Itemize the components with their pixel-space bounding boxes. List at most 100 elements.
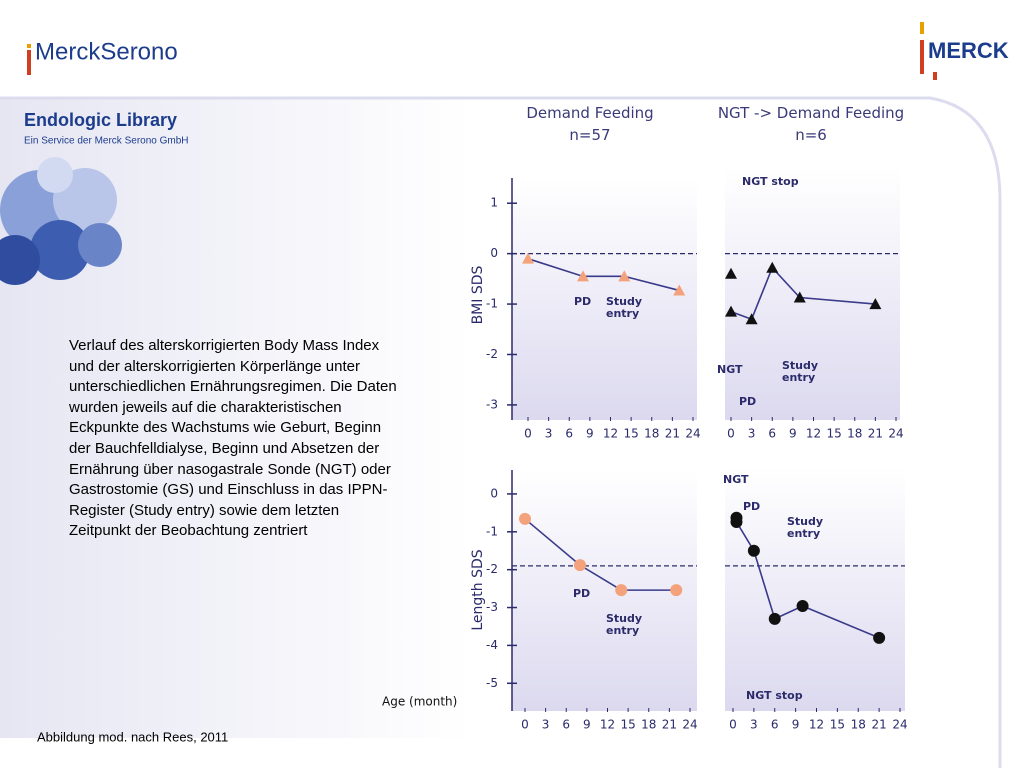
x-tick-label: 15 (826, 427, 841, 441)
x-tick-label: 15 (623, 427, 638, 441)
chart-title: NGT -> Demand Feeding (717, 104, 905, 122)
annotation: NGT stop (742, 175, 799, 188)
plot-bg (725, 168, 900, 420)
x-tick-label: 6 (771, 718, 779, 732)
marker (574, 559, 586, 572)
y-tick-label: -2 (486, 562, 498, 576)
x-tick-label: 3 (545, 427, 553, 441)
x-tick-label: 21 (868, 427, 883, 441)
x-tick-label: 15 (830, 718, 845, 732)
x-tick-label: 9 (583, 718, 591, 732)
x-tick-label: 15 (620, 718, 635, 732)
y-tick-label: -1 (486, 524, 498, 538)
annotation: PD (743, 500, 761, 513)
x-tick-label: 9 (789, 427, 797, 441)
y-tick-label: -4 (486, 638, 498, 652)
x-tick-label: 18 (847, 427, 862, 441)
sidebar-subtitle: Ein Service der Merck Serono GmbH (24, 136, 189, 147)
x-tick-label: 24 (892, 718, 907, 732)
y-tick-label: -3 (486, 397, 498, 411)
logo-left: MerckSerono (35, 38, 178, 65)
x-tick-label: 24 (682, 718, 697, 732)
chart-subtitle: n=6 (795, 126, 827, 144)
marker (615, 584, 628, 597)
x-tick-label: 12 (600, 718, 615, 732)
plot-bg (725, 468, 905, 711)
x-tick-label: 12 (809, 718, 824, 732)
y-tick-label: -3 (486, 600, 498, 614)
y-tick-label: 0 (490, 246, 498, 260)
x-tick-label: 18 (641, 718, 656, 732)
marker (519, 512, 531, 525)
annotation: Study entry (606, 612, 643, 637)
marker (745, 313, 758, 325)
x-tick-label: 21 (871, 718, 886, 732)
annotation: PD (573, 587, 591, 600)
marker (747, 544, 760, 557)
marker (768, 612, 781, 625)
marker (618, 270, 631, 282)
description: Verlauf des alterskorrigierten Body Mass… (69, 337, 397, 540)
x-tick-label: 9 (586, 427, 594, 441)
footer: Abbildung mod. nach Rees, 2011 (37, 729, 228, 744)
marker (725, 267, 737, 279)
sidebar-title: Endologic Library (24, 110, 177, 130)
series-line (527, 257, 680, 292)
x-tick-label: 0 (521, 718, 529, 732)
logo-right-mark (920, 22, 937, 80)
x-tick-label: 24 (685, 427, 700, 441)
marker (577, 270, 589, 282)
y-axis-label: BMI SDS (470, 265, 486, 324)
annotation: NGT (723, 473, 749, 486)
chart-title: Demand Feeding (526, 104, 654, 122)
marker (766, 261, 779, 273)
marker (793, 291, 806, 303)
annotation: NGT stop (746, 689, 803, 702)
chart-subtitle: n=57 (569, 126, 611, 144)
x-tick-label: 6 (768, 427, 776, 441)
plot-bg (512, 178, 697, 420)
x-tick-label: 21 (662, 718, 677, 732)
x-tick-label: 18 (644, 427, 659, 441)
annotation: NGT (717, 363, 743, 376)
marker (730, 515, 743, 528)
annotation: Study entry (787, 515, 824, 540)
marker (869, 298, 882, 310)
series-line (524, 518, 677, 591)
x-tick-label: 3 (748, 427, 756, 441)
frame (0, 96, 1002, 768)
annotation: Study entry (782, 359, 819, 384)
y-axis-label: Length SDS (470, 549, 486, 630)
x-tick-label: 0 (524, 427, 532, 441)
marker (725, 305, 737, 317)
marker (796, 600, 809, 613)
x-tick-label: 12 (806, 427, 821, 441)
y-tick-label: 0 (490, 486, 498, 500)
logo-right: MERCK (928, 38, 1009, 63)
x-tick-label: 21 (665, 427, 680, 441)
x-tick-label: 18 (851, 718, 866, 732)
logo-left-mark (27, 44, 31, 75)
x-tick-label: 6 (562, 718, 570, 732)
marker (873, 631, 886, 644)
x-tick-label: 9 (792, 718, 800, 732)
marker (673, 284, 686, 296)
x-axis-label: Age (month) (382, 695, 457, 709)
annotation: PD (739, 395, 757, 408)
x-tick-label: 6 (565, 427, 573, 441)
annotation: Study entry (606, 295, 643, 320)
x-tick-label: 24 (888, 427, 903, 441)
x-tick-label: 12 (603, 427, 618, 441)
marker (522, 252, 534, 264)
x-tick-label: 3 (542, 718, 550, 732)
y-tick-label: -1 (486, 297, 498, 311)
y-tick-label: 1 (490, 196, 498, 210)
x-tick-label: 0 (727, 427, 735, 441)
y-tick-label: -5 (486, 676, 498, 690)
x-tick-label: 0 (729, 718, 737, 732)
molecule (0, 157, 122, 285)
marker (670, 584, 683, 597)
y-tick-label: -2 (486, 347, 498, 361)
